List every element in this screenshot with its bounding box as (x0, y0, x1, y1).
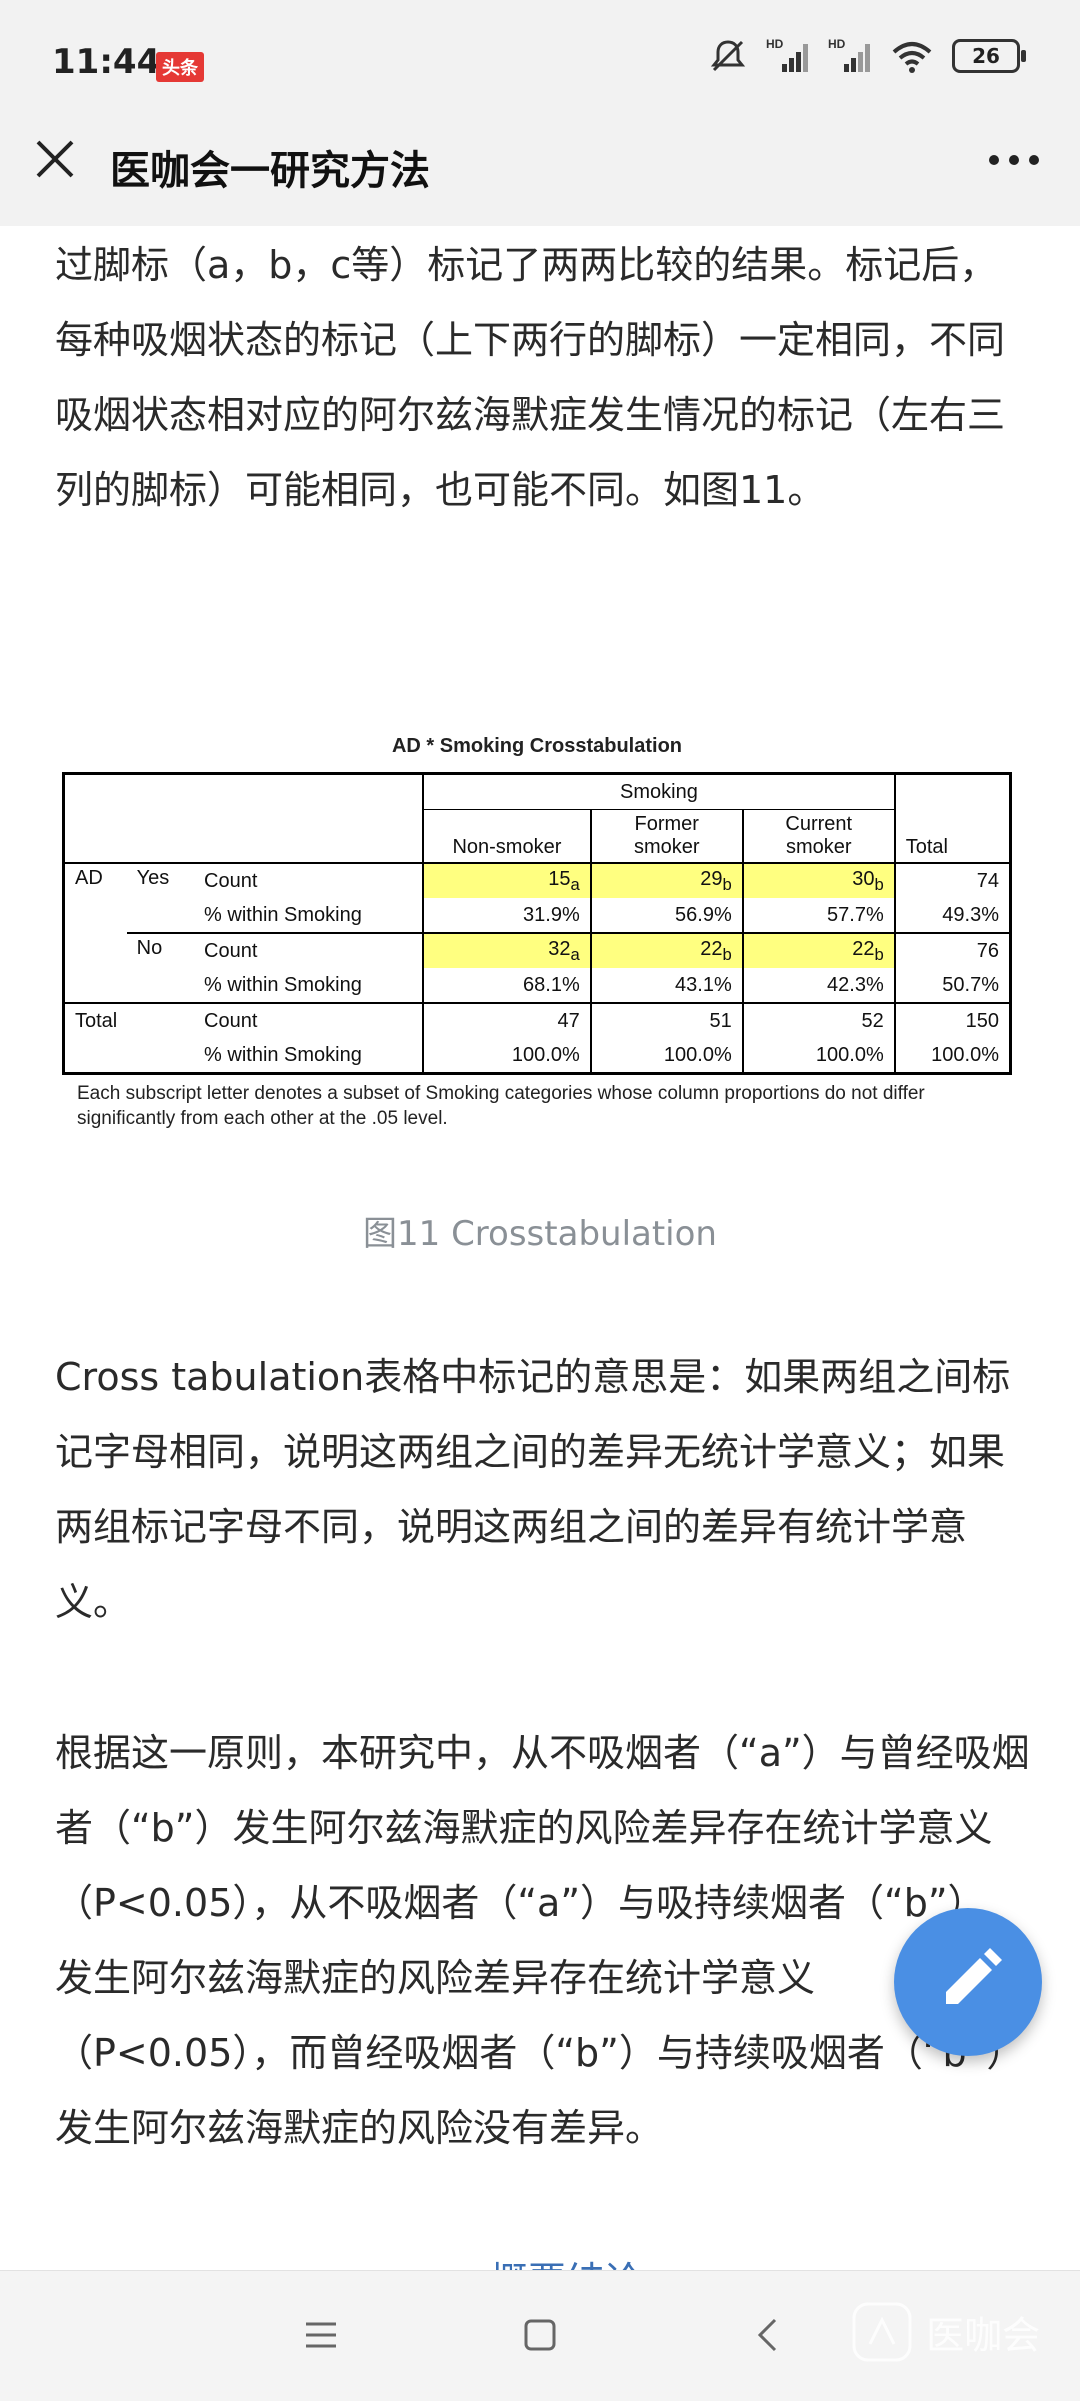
figure-footnote: Each subscript letter denotes a subset o… (77, 1083, 925, 1129)
close-icon[interactable] (30, 134, 80, 184)
hd-label: HD (766, 37, 784, 51)
table-cell: 31.9% (422, 898, 591, 934)
app-badge: 头条 (156, 52, 204, 82)
table-cell: 49.3% (893, 898, 1011, 934)
row-ad: AD (75, 867, 103, 889)
back-icon[interactable] (743, 2310, 793, 2360)
corner-cell (63, 773, 424, 864)
label-count: Count (204, 939, 258, 962)
label-pct: % within Smoking (204, 1043, 362, 1066)
title-bar (0, 130, 1080, 226)
table-cell: 22b (589, 933, 743, 968)
row-yes: Yes (136, 867, 170, 889)
battery-indicator: 26 (952, 39, 1026, 73)
smoking-group-header: Smoking (422, 773, 895, 810)
table-cell: 43.1% (589, 968, 743, 1003)
col-total: Total (893, 773, 1011, 864)
hd-label-2: HD (828, 37, 846, 51)
table-cell: 29b (589, 863, 743, 898)
table-cell: 100.0% (589, 1038, 743, 1074)
figure-caption: 图11 Crosstabulation (363, 1214, 717, 1254)
pencil-icon (946, 1948, 1002, 2004)
watermark-logo: 医咖会 (850, 2300, 1050, 2370)
figure-title: AD * Smoking Crosstabulation (391, 735, 683, 757)
table-cell: 57.7% (741, 898, 895, 934)
article-paragraph-3: 根据这一原则，本研究中，从不吸烟者（“a”）与曾经吸烟者（“b”）发生阿尔兹海默… (55, 1731, 1030, 2150)
home-icon[interactable] (515, 2310, 565, 2360)
label-pct: % within Smoking (194, 898, 424, 934)
label-pct: % within Smoking (204, 973, 362, 996)
signal-icon-2: HD (828, 37, 870, 72)
menu-icon[interactable] (296, 2310, 346, 2360)
table-cell: 74 (893, 863, 1011, 898)
table-cell: 30b (741, 863, 895, 898)
label-count: Count (204, 869, 258, 892)
article-paragraph-2: Cross tabulation表格中标记的意思是：如果两组之间标记字母相同，说… (55, 1355, 1011, 1624)
crosstab-figure: AD * Smoking Crosstabulation Smoking Tot… (62, 735, 1012, 1131)
more-options-icon[interactable] (984, 140, 1044, 180)
page-title: 医咖会一研究方法 (110, 148, 430, 194)
logo-icon (852, 2302, 912, 2362)
signal-icon: HD (766, 37, 808, 72)
table-cell: 22b (741, 933, 895, 968)
table-cell: 100.0% (422, 1038, 591, 1074)
status-time: 11:44 (52, 42, 161, 82)
table-cell: 150 (893, 1002, 1011, 1038)
watermark-text: 医咖会 (926, 2313, 1041, 2358)
col-former: Former smoker (589, 809, 743, 864)
label-count: Count (194, 1002, 424, 1038)
table-cell: 42.3% (741, 968, 895, 1003)
table-cell: 76 (893, 933, 1011, 968)
table-cell: 51 (589, 1002, 743, 1038)
article-paragraph-1: 过脚标（a，b，c等）标记了两两比较的结果。标记后，每种吸烟状态的标记（上下两行… (55, 243, 1006, 512)
status-icons: HD HD 26 (708, 36, 1026, 76)
spacer-cell (64, 1038, 195, 1074)
crosstab-table: Smoking Total Non-smoker Former smoker C… (62, 772, 1012, 1075)
table-cell: 32a (422, 933, 591, 968)
table-cell: 68.1% (422, 968, 591, 1003)
table-cell: 50.7% (893, 968, 1011, 1003)
row-total: Total (63, 1002, 195, 1038)
mute-icon (710, 40, 746, 72)
col-current: Current smoker (741, 809, 895, 864)
table-cell: 100.0% (893, 1038, 1011, 1074)
edit-fab-button[interactable] (894, 1908, 1042, 2056)
table-cell: 56.9% (589, 898, 743, 934)
table-cell: 52 (741, 1002, 895, 1038)
col-nonsmoker: Non-smoker (422, 809, 591, 864)
wifi-icon (892, 42, 932, 73)
row-no: No (126, 932, 195, 1003)
system-nav-bar (0, 2270, 1080, 2401)
table-cell: 15a (422, 863, 591, 898)
table-cell: 100.0% (741, 1038, 895, 1074)
table-cell: 47 (422, 1002, 591, 1038)
